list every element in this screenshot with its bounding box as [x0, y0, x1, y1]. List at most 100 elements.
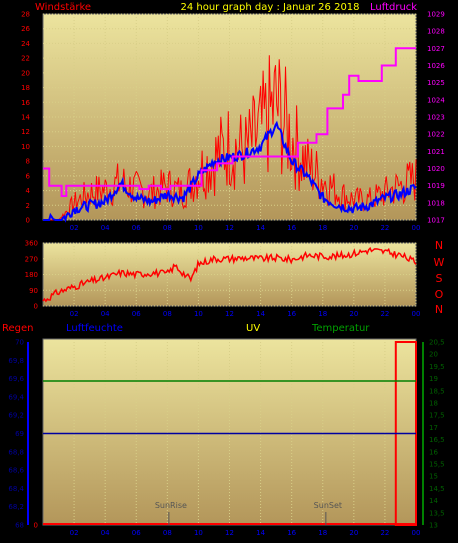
grid-lines	[27, 13, 424, 525]
label-luftfeuchte: Luftfeuchte	[66, 323, 123, 334]
wind-x-tick: 04	[101, 224, 110, 232]
label-temperatur: Temperatur	[311, 323, 370, 334]
climate-x-tick: 06	[132, 529, 141, 537]
header-luftdruck: Luftdruck	[370, 2, 417, 13]
dir-y-tick: 360	[25, 240, 38, 248]
wind-y-tick: 10	[21, 143, 30, 151]
climate-x-tick: 04	[101, 529, 110, 537]
wind-average-line	[43, 120, 417, 223]
climate-x-tick: 14	[256, 529, 265, 537]
climate-x-tick: 02	[70, 529, 79, 537]
dir-x-tick: 08	[163, 310, 172, 318]
temperature-y-tick: 17,5	[429, 412, 445, 420]
dir-x-tick: 10	[194, 310, 203, 318]
temperature-y-tick: 20	[429, 351, 438, 359]
temperature-y-tick: 19	[429, 375, 438, 383]
axis-labels: 0246810121416182022242628101710181019102…	[8, 11, 445, 538]
wind-y-tick: 16	[21, 99, 30, 107]
temperature-y-tick: 19,5	[429, 363, 445, 371]
dir-x-tick: 02	[70, 310, 79, 318]
dir-letter-w: W	[434, 256, 445, 269]
pressure-y-tick: 1027	[427, 45, 445, 53]
humidity-y-tick: 69	[15, 430, 24, 438]
wind-y-tick: 0	[26, 217, 30, 225]
pressure-y-tick: 1028	[427, 28, 445, 36]
wind-y-tick: 28	[21, 11, 30, 19]
humidity-y-tick: 68,6	[8, 467, 24, 475]
humidity-y-tick: 70	[15, 339, 24, 347]
label-regen: Regen	[2, 323, 34, 334]
wind-y-tick: 4	[26, 187, 31, 195]
dir-x-tick: 22	[380, 310, 389, 318]
dir-x-tick: 00	[412, 310, 421, 318]
pressure-y-tick: 1025	[427, 79, 445, 87]
dir-letter-o: O	[435, 288, 444, 301]
wind-x-tick: 00	[412, 224, 421, 232]
temperature-y-tick: 15,5	[429, 461, 445, 469]
pressure-y-tick: 1024	[427, 96, 445, 104]
dir-y-tick: 0	[34, 303, 38, 311]
dir-x-tick: 12	[225, 310, 234, 318]
wind-x-tick: 16	[287, 224, 296, 232]
climate-x-tick: 18	[318, 529, 327, 537]
climate-x-tick: 10	[194, 529, 203, 537]
chart-title: 24 hour graph day : Januar 26 2018	[180, 2, 359, 13]
humidity-y-tick: 69,6	[8, 375, 24, 383]
wind-y-tick: 6	[26, 172, 31, 180]
wind-y-tick: 26	[21, 25, 30, 33]
pressure-y-tick: 1021	[427, 148, 445, 156]
temperature-y-tick: 16	[429, 448, 438, 456]
pressure-y-tick: 1017	[427, 217, 445, 225]
temperature-y-tick: 16,5	[429, 436, 445, 444]
humidity-y-tick: 69,2	[8, 412, 24, 420]
dir-y-tick: 90	[29, 287, 38, 295]
pressure-y-tick: 1026	[427, 62, 445, 70]
pressure-y-tick: 1018	[427, 199, 445, 207]
wind-x-tick: 08	[163, 224, 172, 232]
climate-x-tick: 12	[225, 529, 234, 537]
temperature-y-tick: 17	[429, 424, 438, 432]
wind-x-tick: 12	[225, 224, 234, 232]
dir-x-tick: 14	[256, 310, 265, 318]
sun-annotation: SunSet	[314, 501, 342, 510]
climate-x-tick: 22	[380, 529, 389, 537]
header-windstaerke: Windstärke	[35, 2, 91, 13]
wind-x-tick: 02	[70, 224, 79, 232]
dir-letter-s: S	[436, 272, 443, 285]
wind-y-tick: 22	[21, 55, 30, 63]
pressure-y-tick: 1023	[427, 114, 445, 122]
humidity-y-tick: 68,8	[8, 448, 24, 456]
temperature-y-tick: 20,5	[429, 339, 445, 347]
wind-x-tick: 14	[256, 224, 265, 232]
wind-x-tick: 20	[349, 224, 358, 232]
dir-x-tick: 06	[132, 310, 141, 318]
label-uv: UV	[246, 323, 260, 334]
humidity-y-tick: 69,8	[8, 357, 24, 365]
dir-x-tick: 04	[101, 310, 110, 318]
humidity-y-tick: 69,4	[8, 393, 24, 401]
humidity-y-tick: 68,4	[8, 485, 24, 493]
wind-y-tick: 18	[21, 84, 30, 92]
wind-direction-line	[42, 246, 417, 303]
wind-x-tick: 22	[380, 224, 389, 232]
wind-x-tick: 10	[194, 224, 203, 232]
wind-y-tick: 2	[26, 202, 30, 210]
temperature-y-tick: 13	[429, 522, 438, 530]
wind-y-tick: 12	[21, 128, 30, 136]
pressure-y-tick: 1029	[427, 11, 445, 19]
humidity-y-tick: 68,2	[8, 503, 24, 511]
wind-x-tick: 18	[318, 224, 327, 232]
dir-letter-n-bottom: N	[435, 303, 443, 316]
climate-x-tick: 00	[412, 529, 421, 537]
pressure-line	[43, 47, 416, 197]
dir-letter-n-top: N	[435, 239, 443, 252]
wind-y-tick: 24	[21, 40, 30, 48]
temperature-y-tick: 18,5	[429, 387, 445, 395]
wind-x-tick: 06	[132, 224, 141, 232]
temperature-y-tick: 14,5	[429, 485, 445, 493]
dir-y-tick: 270	[25, 255, 38, 263]
temperature-y-tick: 18	[429, 400, 438, 408]
series-layer	[42, 47, 418, 526]
pressure-y-tick: 1019	[427, 182, 445, 190]
